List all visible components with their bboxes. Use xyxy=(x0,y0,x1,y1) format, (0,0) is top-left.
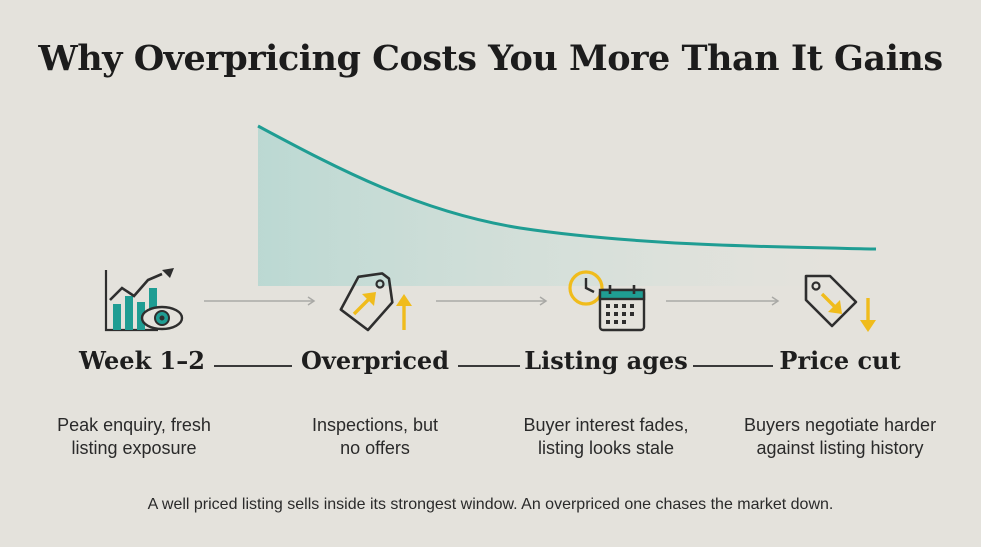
step-description-overpriced: Inspections, but no offers xyxy=(311,415,439,458)
label-divider-2 xyxy=(458,365,520,367)
step-label-listing-ages: Listing ages xyxy=(524,346,688,375)
page-title: Why Overpricing Costs You More Than It G… xyxy=(38,38,943,79)
step-description-week: Peak enquiry, fresh listing exposure xyxy=(57,415,211,458)
label-divider-1 xyxy=(214,365,292,367)
price-tag-up-icon xyxy=(339,272,412,332)
step-label-price-cut: Price cut xyxy=(779,346,901,375)
step-description-listing-ages: Buyer interest fades, listing looks stal… xyxy=(523,415,689,458)
growth-chart-eye-icon xyxy=(104,268,184,332)
step-label-week: Week 1–2 xyxy=(79,346,205,375)
label-divider-3 xyxy=(693,365,773,367)
curve-line xyxy=(257,124,877,251)
clock-calendar-icon xyxy=(568,270,646,332)
step-label-overpriced: Overpriced xyxy=(301,346,449,375)
step-description-price-cut: Buyers negotiate harder against listing … xyxy=(743,415,937,458)
price-tag-down-icon xyxy=(804,274,876,332)
footer-note: A well priced listing sells inside its s… xyxy=(147,496,834,513)
